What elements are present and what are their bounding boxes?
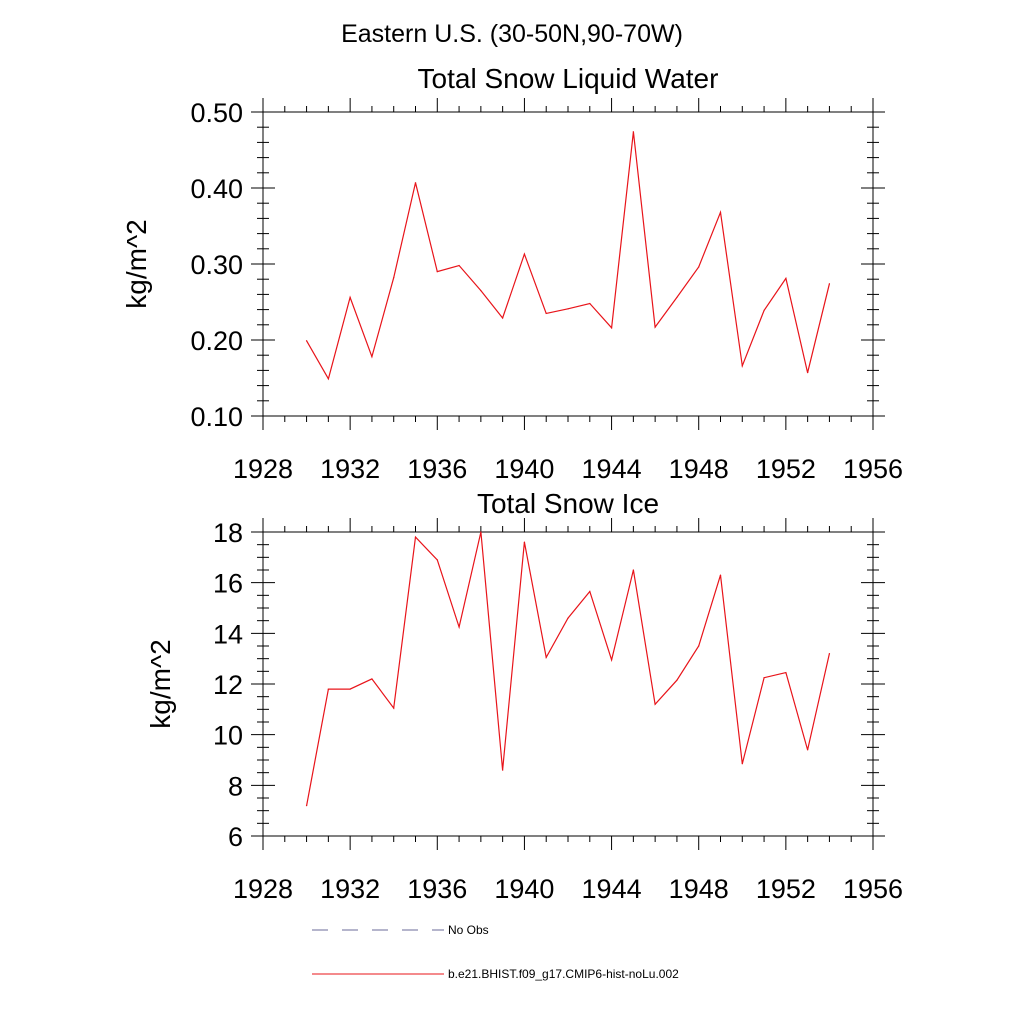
y-axis-label: kg/m^2 (145, 639, 176, 728)
data-point (785, 277, 787, 280)
y-tick-label: 0.30 (190, 250, 243, 280)
series-line (306, 531, 830, 806)
data-point (545, 656, 547, 659)
data-point (305, 805, 308, 807)
data-point (523, 253, 526, 255)
y-tick-label: 0.20 (190, 326, 243, 356)
data-point (480, 290, 482, 292)
data-point (610, 659, 613, 661)
x-tick-label: 1936 (407, 874, 467, 904)
data-point (414, 536, 417, 538)
data-point (698, 266, 700, 268)
legend-label: b.e21.BHIST.f09_g17.CMIP6-hist-noLu.002 (448, 967, 679, 981)
chart-panel: Total Snow Liquid Water 1928 1932 1936 1940 1… (121, 63, 903, 484)
data-point (610, 327, 613, 329)
data-point (393, 707, 395, 709)
data-point (589, 590, 591, 593)
data-point (545, 312, 547, 314)
y-tick-label: 10 (213, 721, 243, 751)
y-tick-label: 0.40 (190, 174, 243, 204)
x-tick-label: 1952 (756, 874, 816, 904)
y-tick-label: 0.10 (190, 402, 243, 432)
x-tick-label: 1928 (233, 874, 293, 904)
legend-entry: b.e21.BHIST.f09_g17.CMIP6-hist-noLu.002 (312, 967, 679, 981)
data-point (371, 356, 373, 358)
data-point (436, 271, 438, 273)
data-point (785, 672, 787, 674)
data-point (327, 688, 329, 690)
y-tick-label: 16 (213, 569, 243, 599)
legend-label: No Obs (448, 923, 489, 937)
data-point (523, 541, 526, 543)
data-point (632, 131, 634, 133)
data-point (480, 531, 482, 533)
x-tick-label: 1948 (669, 874, 729, 904)
x-tick-label: 1944 (582, 874, 642, 904)
y-tick-label: 8 (228, 771, 243, 801)
data-point (632, 569, 634, 571)
x-tick-label: 1932 (320, 874, 380, 904)
data-point (502, 317, 504, 319)
x-tick-label: 1956 (843, 454, 903, 484)
chart-panels: Total Snow Liquid Water 1928 1932 1936 1940 1… (121, 63, 903, 904)
data-point (502, 769, 504, 771)
y-tick-label: 14 (213, 619, 243, 649)
data-point (393, 277, 395, 279)
data-point (698, 645, 700, 647)
data-point (763, 677, 765, 679)
x-tick-label: 1936 (407, 454, 467, 484)
data-point (828, 653, 831, 655)
data-point (458, 626, 460, 628)
x-tick-label: 1948 (669, 454, 729, 484)
chart-panel: Total Snow Ice 1928 1932 1936 1940 1944 1948 19… (145, 488, 903, 904)
panel-title: Total Snow Ice (477, 488, 659, 519)
x-tick-label: 1952 (756, 454, 816, 484)
data-point (371, 678, 373, 680)
data-point (763, 309, 765, 311)
y-tick-label: 18 (213, 518, 243, 548)
plot-frame (262, 531, 874, 837)
y-tick-label: 0.50 (190, 98, 243, 128)
data-point (327, 378, 329, 380)
y-tick-label: 6 (228, 822, 243, 852)
data-point (719, 211, 722, 213)
data-point (676, 679, 678, 681)
data-point (741, 365, 743, 367)
x-tick-label: 1940 (494, 874, 554, 904)
data-point (676, 296, 678, 299)
data-point (654, 703, 656, 705)
panel-title: Total Snow Liquid Water (418, 63, 719, 94)
data-point (414, 182, 417, 184)
legend: No Obs b.e21.BHIST.f09_g17.CMIP6-hist-noL… (312, 923, 679, 981)
x-tick-label: 1940 (494, 454, 554, 484)
legend-entry: No Obs (312, 923, 489, 937)
data-point (741, 763, 743, 765)
figure-title: Eastern U.S. (30-50N,90-70W) (341, 20, 683, 48)
series-line (306, 131, 830, 381)
data-point (458, 264, 460, 267)
data-point (567, 308, 569, 310)
data-point (436, 559, 438, 561)
plot-frame (262, 111, 874, 417)
data-point (305, 340, 308, 342)
data-point (349, 688, 351, 690)
data-point (807, 372, 809, 374)
x-tick-label: 1932 (320, 454, 380, 484)
x-tick-label: 1928 (233, 454, 293, 484)
data-point (654, 326, 656, 328)
data-point (567, 617, 569, 619)
data-point (828, 283, 831, 285)
data-point (719, 574, 722, 576)
data-point (349, 296, 351, 299)
y-tick-label: 12 (213, 670, 243, 700)
data-point (589, 302, 591, 305)
x-tick-label: 1956 (843, 874, 903, 904)
x-tick-label: 1944 (582, 454, 642, 484)
y-axis-label: kg/m^2 (121, 219, 152, 308)
data-point (807, 749, 809, 751)
